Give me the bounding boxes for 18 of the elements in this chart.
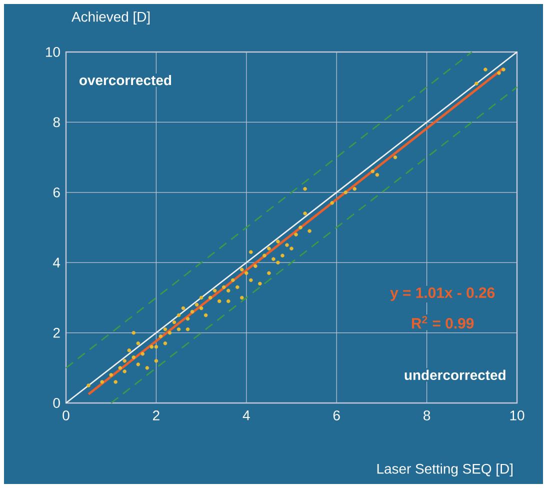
- x-tick-label: 10: [510, 410, 524, 420]
- x-tick-label: 2: [153, 410, 160, 420]
- x-tick-label: 0: [62, 410, 70, 420]
- annotation: undercorrected: [404, 370, 506, 380]
- y-tick-label: 4: [53, 258, 60, 268]
- x-axis-title: Laser Setting SEQ [D]: [377, 463, 512, 476]
- y-tick-label: 6: [53, 187, 60, 198]
- x-tick-label: 6: [333, 410, 340, 420]
- y-tick-label: 8: [53, 117, 60, 128]
- y-tick-label: 10: [46, 47, 60, 57]
- x-tick-label: 8: [424, 410, 430, 420]
- y-tick-label: 0: [53, 398, 60, 408]
- y-axis-title: Achieved [D]: [72, 11, 150, 24]
- x-tick-label: 4: [242, 410, 250, 420]
- annotation: y = 1.01x - 0.26: [390, 287, 495, 301]
- annotation: R$^{2}$ = 0.99: [412, 316, 474, 329]
- y-tick-label: 2: [53, 328, 60, 338]
- annotation: overcorrected: [80, 74, 172, 86]
